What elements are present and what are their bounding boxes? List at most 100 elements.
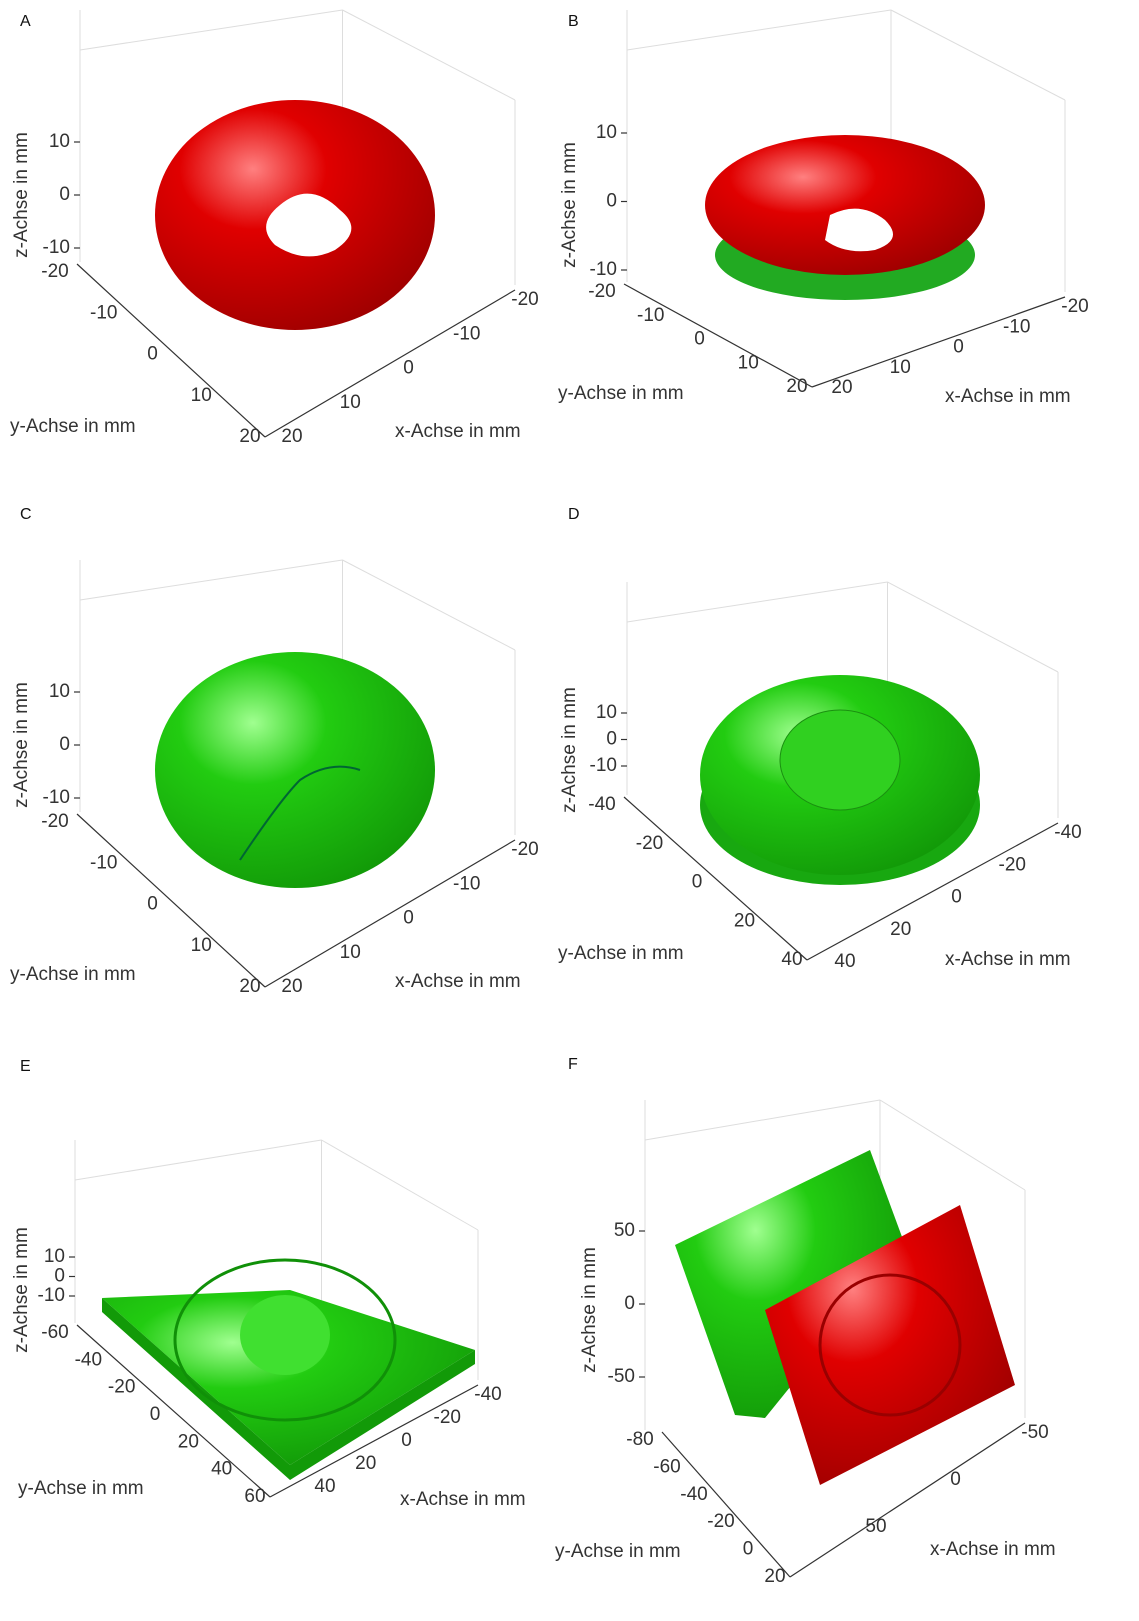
z-axis-label: z-Achse in mm — [559, 687, 580, 813]
z-tick-label: -10 — [38, 1285, 65, 1306]
y-tick-label: -20 — [588, 281, 615, 302]
z-tick-label: 0 — [54, 1266, 65, 1287]
x-tick-label: 0 — [950, 1469, 961, 1490]
y-axis-label: y-Achse in mm — [10, 964, 136, 985]
y-tick-label: 10 — [191, 935, 212, 956]
shape-a — [155, 100, 435, 330]
shape-b — [705, 135, 985, 300]
z-tick-label: 50 — [614, 1220, 635, 1241]
y-tick-label: 0 — [694, 329, 705, 350]
frame-line — [343, 10, 516, 100]
x-tick-label: -10 — [453, 323, 480, 344]
y-tick-label: -40 — [680, 1484, 707, 1505]
z-tick-label: 10 — [49, 681, 70, 702]
x-axis-label: x-Achse in mm — [395, 971, 521, 992]
z-tick-label: 10 — [44, 1246, 65, 1267]
x-tick-label: 0 — [403, 908, 414, 929]
x-tick-label: 20 — [355, 1453, 376, 1474]
x-tick-label: -20 — [999, 854, 1026, 875]
z-axis-label: z-Achse in mm — [11, 682, 32, 808]
y-tick-label: 0 — [743, 1539, 754, 1560]
z-tick-label: 0 — [624, 1293, 635, 1314]
x-tick-label: -20 — [511, 839, 538, 860]
y-tick-label: 40 — [781, 949, 802, 970]
z-tick-label: -10 — [43, 787, 70, 808]
y-tick-label: 0 — [150, 1404, 161, 1425]
y-tick-label: 0 — [147, 344, 158, 365]
x-tick-label: 10 — [340, 392, 361, 413]
panel-label: B — [568, 13, 579, 30]
z-tick-label: -50 — [608, 1366, 635, 1387]
x-tick-label: 20 — [890, 919, 911, 940]
shape-e — [100, 1260, 475, 1600]
x-axis-label: x-Achse in mm — [930, 1539, 1056, 1560]
shape-d — [700, 675, 980, 885]
frame-line — [80, 560, 343, 600]
panel-label: A — [20, 13, 31, 30]
frame-line — [80, 10, 343, 50]
x-tick-label: -20 — [511, 289, 538, 310]
z-axis-label: z-Achse in mm — [579, 1247, 600, 1373]
z-tick-label: 10 — [596, 702, 617, 723]
x-axis-label: x-Achse in mm — [395, 421, 521, 442]
x-tick-label: 0 — [951, 887, 962, 908]
x-tick-label: -40 — [1054, 822, 1081, 843]
y-tick-label: -10 — [90, 852, 117, 873]
axis-line — [812, 297, 1065, 387]
x-tick-label: 0 — [953, 337, 964, 358]
y-axis-label: y-Achse in mm — [558, 943, 684, 964]
y-tick-label: -40 — [75, 1349, 102, 1370]
z-tick-label: 10 — [596, 122, 617, 143]
x-axis-label: x-Achse in mm — [945, 386, 1071, 407]
y-tick-label: -20 — [41, 261, 68, 282]
z-tick-label: -10 — [590, 259, 617, 280]
frame-line — [627, 582, 888, 622]
z-tick-label: -10 — [590, 755, 617, 776]
frame-line — [75, 1140, 322, 1180]
x-tick-label: 40 — [834, 951, 855, 972]
y-tick-label: 0 — [692, 872, 703, 893]
z-axis-label: z-Achse in mm — [11, 132, 32, 258]
y-tick-label: -40 — [588, 794, 615, 815]
x-tick-label: 50 — [865, 1516, 886, 1537]
x-tick-label: 0 — [401, 1430, 412, 1451]
y-tick-label: 60 — [244, 1486, 265, 1507]
x-tick-label: -20 — [434, 1407, 461, 1428]
z-tick-label: 0 — [59, 184, 70, 205]
z-tick-label: 10 — [49, 131, 70, 152]
x-tick-label: 10 — [890, 357, 911, 378]
y-tick-label: 0 — [147, 894, 158, 915]
x-tick-label: -20 — [1061, 296, 1088, 317]
panel-label: C — [20, 506, 32, 523]
y-tick-label: 20 — [178, 1431, 199, 1452]
x-tick-label: -40 — [474, 1384, 501, 1405]
frame-line — [343, 560, 516, 650]
figure: A100-10-20-100102020100-10-20z-Achse in … — [0, 0, 1139, 1621]
y-tick-label: -60 — [653, 1456, 680, 1477]
y-tick-label: -20 — [636, 833, 663, 854]
y-tick-label: 20 — [239, 976, 260, 997]
y-tick-label: 20 — [734, 910, 755, 931]
x-tick-label: 40 — [314, 1476, 335, 1497]
y-axis-label: y-Achse in mm — [10, 416, 136, 437]
panel-label: D — [568, 506, 580, 523]
y-tick-label: -60 — [41, 1322, 68, 1343]
z-tick-label: 0 — [59, 734, 70, 755]
y-tick-label: 20 — [239, 426, 260, 447]
shape-c — [155, 652, 435, 888]
panel-label: E — [20, 1058, 31, 1075]
y-tick-label: 20 — [786, 376, 807, 397]
frame-line — [880, 1100, 1025, 1190]
axis-line — [624, 284, 812, 387]
frame-line — [891, 10, 1065, 100]
frame-line — [627, 10, 891, 50]
y-tick-label: -10 — [90, 302, 117, 323]
y-tick-label: 10 — [191, 385, 212, 406]
z-tick-label: 0 — [606, 191, 617, 212]
frame-line — [645, 1100, 880, 1140]
x-tick-label: -10 — [1003, 316, 1030, 337]
x-tick-label: 20 — [281, 976, 302, 997]
y-tick-label: -20 — [707, 1511, 734, 1532]
y-tick-label: -20 — [41, 811, 68, 832]
z-axis-label: z-Achse in mm — [11, 1227, 32, 1353]
